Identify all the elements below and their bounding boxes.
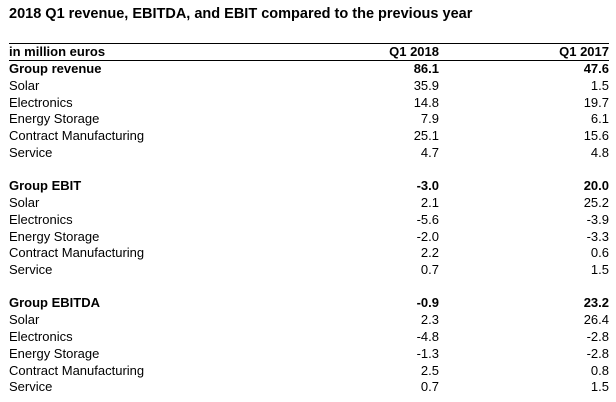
table-row: Contract Manufacturing 2.5 0.8 [9, 363, 609, 380]
value-q1-2017: 1.5 [590, 77, 609, 93]
value-q1-2018: 0.7 [420, 262, 439, 278]
row-label: Service [9, 262, 53, 278]
table-row: Service 0.7 1.5 [9, 379, 609, 396]
row-label: Energy Storage [9, 111, 100, 127]
value-q1-2017: 47.6 [583, 61, 609, 76]
value-q1-2018: 2.3 [420, 312, 439, 328]
row-label: Electronics [9, 211, 73, 227]
table-row: Energy Storage 7.9 6.1 [9, 111, 609, 128]
value-q1-2018: 2.5 [420, 362, 439, 378]
value-q1-2018: 0.7 [420, 379, 439, 395]
value-q1-2017: 23.2 [583, 295, 609, 311]
row-label: Energy Storage [9, 345, 100, 361]
value-q1-2018: -5.6 [416, 211, 439, 227]
value-q1-2018: 2.2 [420, 245, 439, 261]
value-q1-2017: -3.9 [586, 211, 609, 227]
row-label: Service [9, 379, 53, 395]
row-label: Energy Storage [9, 228, 100, 244]
value-q1-2017: 25.2 [583, 194, 609, 210]
value-q1-2017: -3.3 [586, 228, 609, 244]
group-row-ebit: Group EBIT -3.0 20.0 [9, 178, 609, 195]
value-q1-2018: 14.8 [413, 94, 439, 110]
row-label: Service [9, 144, 53, 160]
row-label: Group revenue [9, 61, 102, 76]
table-header-row: in million euros Q1 2018 Q1 2017 [9, 44, 609, 61]
section-spacer [9, 279, 609, 295]
page-title: 2018 Q1 revenue, EBITDA, and EBIT compar… [9, 6, 473, 22]
table-row: Electronics -5.6 -3.9 [9, 212, 609, 229]
value-q1-2018: -2.0 [416, 228, 439, 244]
row-label: Contract Manufacturing [9, 128, 145, 144]
table-row: Contract Manufacturing 2.2 0.6 [9, 245, 609, 262]
row-label: Group EBIT [9, 178, 82, 194]
table-row: Electronics -4.8 -2.8 [9, 329, 609, 346]
row-label: Solar [9, 77, 40, 93]
row-label: Group EBITDA [9, 295, 100, 311]
value-q1-2017: 20.0 [583, 178, 609, 194]
row-label: Electronics [9, 328, 73, 344]
table-row: Service 0.7 1.5 [9, 262, 609, 279]
row-label: Solar [9, 194, 40, 210]
value-q1-2017: 15.6 [583, 128, 609, 144]
table-row: Energy Storage -2.0 -3.3 [9, 229, 609, 246]
table-row: Solar 2.1 25.2 [9, 195, 609, 212]
value-q1-2017: 1.5 [590, 262, 609, 278]
financial-table: in million euros Q1 2018 Q1 2017 Group r… [9, 43, 609, 396]
value-q1-2018: -4.8 [416, 328, 439, 344]
table-row: Contract Manufacturing 25.1 15.6 [9, 128, 609, 145]
table-row: Solar 35.9 1.5 [9, 78, 609, 95]
row-label: Solar [9, 312, 40, 328]
group-row-ebitda: Group EBITDA -0.9 23.2 [9, 295, 609, 312]
value-q1-2017: 0.8 [590, 362, 609, 378]
row-label: Electronics [9, 94, 73, 110]
header-q1-2017: Q1 2017 [559, 44, 609, 59]
value-q1-2018: 25.1 [413, 128, 439, 144]
value-q1-2017: -2.8 [586, 328, 609, 344]
table-row: Solar 2.3 26.4 [9, 312, 609, 329]
value-q1-2017: 0.6 [590, 245, 609, 261]
table-row: Electronics 14.8 19.7 [9, 95, 609, 112]
table-row: Energy Storage -1.3 -2.8 [9, 346, 609, 363]
value-q1-2017: 19.7 [583, 94, 609, 110]
value-q1-2017: 4.8 [590, 144, 609, 160]
section-spacer [9, 162, 609, 178]
row-label: Contract Manufacturing [9, 245, 145, 261]
header-q1-2018: Q1 2018 [389, 44, 439, 59]
value-q1-2017: 26.4 [583, 312, 609, 328]
value-q1-2018: -1.3 [416, 345, 439, 361]
value-q1-2018: 35.9 [413, 77, 439, 93]
value-q1-2017: 1.5 [590, 379, 609, 395]
value-q1-2018: 7.9 [420, 111, 439, 127]
value-q1-2018: -3.0 [416, 178, 439, 194]
group-row-revenue: Group revenue 86.1 47.6 [9, 61, 609, 78]
value-q1-2018: -0.9 [416, 295, 439, 311]
row-label: Contract Manufacturing [9, 362, 145, 378]
value-q1-2017: 6.1 [590, 111, 609, 127]
value-q1-2018: 2.1 [420, 194, 439, 210]
value-q1-2017: -2.8 [586, 345, 609, 361]
value-q1-2018: 4.7 [420, 144, 439, 160]
value-q1-2018: 86.1 [413, 61, 439, 76]
table-row: Service 4.7 4.8 [9, 145, 609, 162]
header-label: in million euros [9, 44, 106, 59]
